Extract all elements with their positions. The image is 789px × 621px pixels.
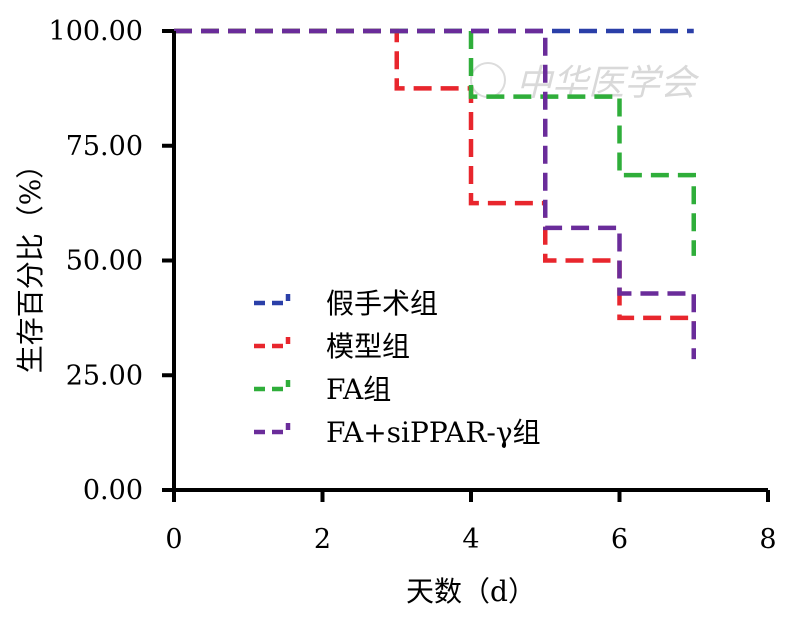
series-line-4 bbox=[174, 28, 696, 360]
x-tick-label: 8 bbox=[759, 524, 776, 555]
y-tick-label: 0.00 bbox=[83, 475, 143, 506]
legend-label: 模型组 bbox=[326, 330, 410, 363]
legend-swatch bbox=[254, 423, 291, 435]
x-tick-label: 2 bbox=[314, 524, 331, 555]
y-tick-label: 100.00 bbox=[49, 16, 143, 47]
x-tick-label: 0 bbox=[165, 524, 182, 555]
y-tick-label: 25.00 bbox=[66, 360, 143, 391]
y-tick-label: 75.00 bbox=[66, 131, 143, 162]
x-tick-label: 6 bbox=[611, 524, 628, 555]
legend-swatch bbox=[254, 337, 291, 349]
ticks: 0 2 4 6 8 0.00 25.00 50.00 75.00 100.00 bbox=[49, 16, 777, 555]
legend-swatch bbox=[254, 380, 291, 392]
y-tick-label: 50.00 bbox=[66, 246, 143, 277]
legend-label: 假手术组 bbox=[326, 287, 438, 320]
watermark: 中华医学会 bbox=[470, 62, 700, 104]
legend-label: FA+siPPAR-γ组 bbox=[326, 416, 541, 449]
watermark-seal-icon bbox=[470, 62, 506, 98]
x-tick-label: 4 bbox=[462, 524, 479, 555]
legend-swatch bbox=[254, 294, 291, 306]
x-axis-title: 天数（d） bbox=[406, 575, 536, 608]
legend-label: FA组 bbox=[326, 373, 391, 406]
series-layer bbox=[174, 28, 696, 360]
y-axis-title: 生存百分比（%） bbox=[14, 151, 47, 374]
